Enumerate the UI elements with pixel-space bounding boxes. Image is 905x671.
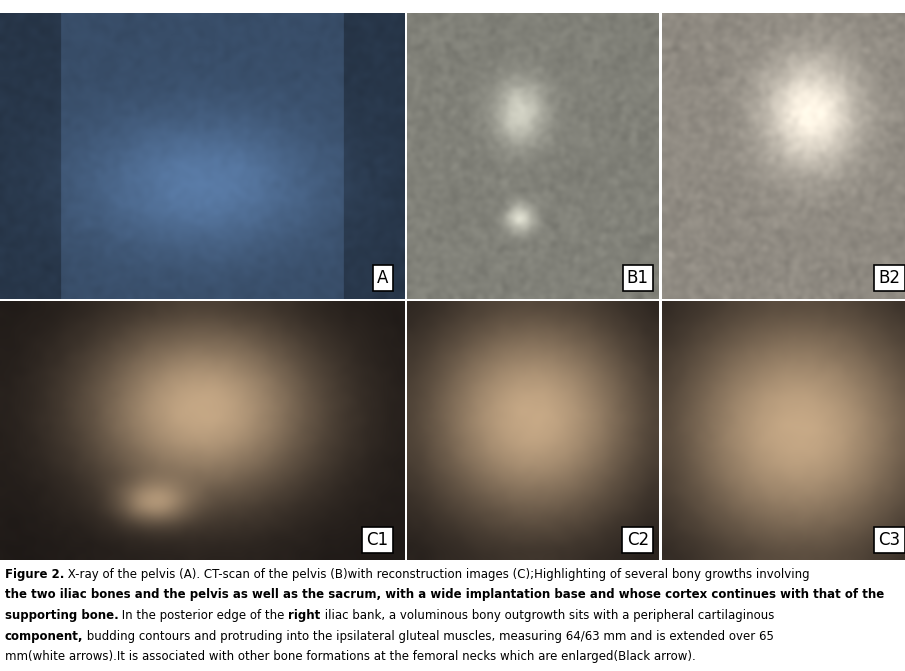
Text: budding contours and protruding into the ipsilateral gluteal muscles, measuring : budding contours and protruding into the… xyxy=(83,629,774,643)
Text: supporting bone.: supporting bone. xyxy=(5,609,119,622)
Text: Figure 2.: Figure 2. xyxy=(5,568,64,580)
Text: C2: C2 xyxy=(626,531,649,550)
Text: right: right xyxy=(289,609,320,622)
Text: C3: C3 xyxy=(879,531,900,550)
Text: iliac bank, a voluminous bony outgrowth sits with a peripheral cartilaginous: iliac bank, a voluminous bony outgrowth … xyxy=(320,609,774,622)
Text: B2: B2 xyxy=(879,269,900,287)
Text: mm(white arrows).It is associated with other bone formations at the femoral neck: mm(white arrows).It is associated with o… xyxy=(5,650,695,664)
Text: X-ray of the pelvis (A). CT-scan of the pelvis (B)with reconstruction images (C): X-ray of the pelvis (A). CT-scan of the … xyxy=(64,568,810,580)
Text: A: A xyxy=(377,269,388,287)
Text: the two iliac bones and the pelvis as well as the sacrum, with a wide implantati: the two iliac bones and the pelvis as we… xyxy=(5,588,884,601)
Text: component,: component, xyxy=(5,629,83,643)
Text: C1: C1 xyxy=(367,531,388,550)
Text: In the posterior edge of the: In the posterior edge of the xyxy=(119,609,289,622)
Text: B1: B1 xyxy=(627,269,649,287)
